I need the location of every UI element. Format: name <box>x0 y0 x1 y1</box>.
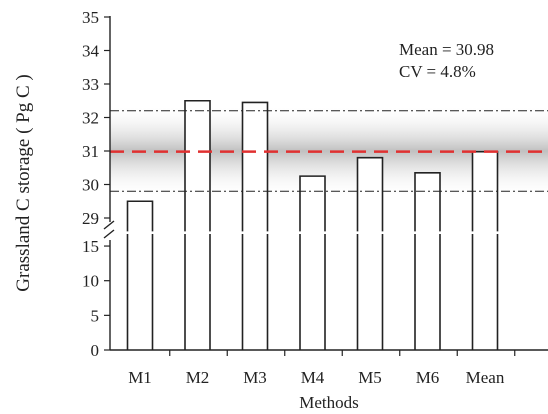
axis-break-mark <box>103 220 115 230</box>
bar-m6 <box>414 171 441 232</box>
axes-group: 29 30 31 32 33 34 35 0 5 10 15 M1 M2 M3 M4 M5 M6 Mean <box>82 8 548 387</box>
y-tick-label: 33 <box>82 75 99 94</box>
mean-annotation: Mean = 30.98 <box>399 40 494 59</box>
y-tick-label: 29 <box>82 209 99 228</box>
y-tick-label: 15 <box>82 237 99 256</box>
axis-break-mark <box>103 229 115 239</box>
y-tick-label: 35 <box>82 8 99 27</box>
y-tick-label: 0 <box>91 341 100 360</box>
x-tick-label: M5 <box>358 368 382 387</box>
y-tick-label: 34 <box>82 42 100 61</box>
bar-m2 <box>184 99 211 232</box>
y-tick-label: 32 <box>82 109 99 128</box>
bar-m5 <box>356 156 384 232</box>
y-tick-label: 5 <box>91 306 100 325</box>
y-tick-label: 10 <box>82 272 99 291</box>
cv-annotation: CV = 4.8% <box>399 62 476 81</box>
bar-lower-m1 <box>126 234 154 350</box>
x-tick-label: M3 <box>243 368 267 387</box>
bar-m1 <box>126 200 154 232</box>
y-tick-label: 31 <box>82 142 99 161</box>
bar-lower-m4 <box>299 234 326 350</box>
y-tick-label: 30 <box>82 176 99 195</box>
bar-m4 <box>299 175 326 232</box>
x-tick-label: M1 <box>128 368 152 387</box>
bar-lower-m5 <box>356 234 384 350</box>
bar-lower-m2 <box>184 234 211 350</box>
x-tick-label: M4 <box>301 368 325 387</box>
bar-lower-mean <box>471 234 499 350</box>
y-axis-label: Grassland C storage ( Pg C ) <box>13 74 34 291</box>
bar-lower-m6 <box>414 234 441 350</box>
x-tick-label: Mean <box>466 368 505 387</box>
bar-m3 <box>241 101 269 232</box>
bar-lower-m3 <box>241 234 269 350</box>
x-axis-label: Methods <box>299 393 359 412</box>
x-tick-label: M6 <box>416 368 440 387</box>
bars-group <box>126 99 499 350</box>
x-tick-label: M2 <box>186 368 210 387</box>
